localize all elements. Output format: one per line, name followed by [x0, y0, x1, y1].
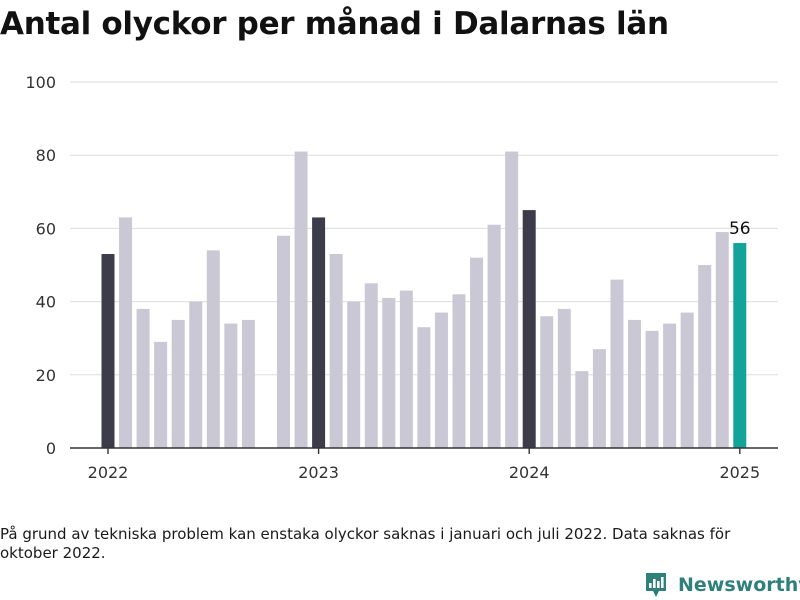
bar-2024-05 [592, 349, 606, 448]
y-tick-label: 80 [36, 146, 56, 165]
bar-2022-07 [206, 250, 220, 448]
gridlines [70, 81, 778, 376]
bar-2024-08 [645, 330, 659, 448]
bar-2024-10 [680, 312, 694, 448]
newsworthy-logo-icon [646, 573, 666, 597]
bar-2024-07 [628, 319, 641, 448]
bar-2023-05 [382, 297, 396, 448]
bar-2024-04 [575, 371, 589, 448]
bar-2024-11 [698, 265, 712, 448]
y-axis-ticks: 0 20 40 60 80 100 [25, 73, 56, 458]
x-tick-label: 2023 [298, 463, 339, 482]
x-tick-label: 2022 [88, 463, 129, 482]
bar-2024-06 [610, 279, 624, 448]
x-tick-label: 2025 [719, 463, 760, 482]
y-tick-label: 60 [36, 219, 56, 238]
bar-2022-02 [119, 217, 133, 448]
bar-2024-02 [540, 316, 554, 448]
bar-2023-10 [470, 257, 484, 448]
brand-name: Newsworthy [678, 574, 800, 596]
bar-2024-12 [715, 232, 729, 448]
footnote: På grund av tekniska problem kan enstaka… [0, 525, 731, 562]
bar-2023-09 [452, 294, 466, 448]
bar-2022-04 [154, 341, 168, 448]
bar-2022-01 [101, 254, 115, 448]
x-tick-label: 2024 [509, 463, 550, 482]
bar-2023-08 [434, 312, 448, 448]
bar-chart: 0 20 40 60 80 100 2022 2023 2024 2025 56 [25, 73, 778, 482]
annotations: 56 [729, 219, 751, 239]
bar-2022-05 [171, 319, 185, 448]
data-label-latest: 56 [729, 219, 751, 239]
bar-2022-06 [189, 301, 203, 448]
bar-2022-12 [294, 151, 308, 448]
x-axis-ticks: 2022 2023 2024 2025 [88, 448, 760, 482]
bar-2023-06 [399, 290, 413, 448]
y-tick-label: 0 [46, 439, 56, 458]
bar-2023-03 [347, 301, 361, 448]
y-tick-label: 20 [36, 366, 56, 385]
bar-2022-09 [241, 319, 255, 448]
bar-2022-11 [277, 235, 290, 448]
bar-2023-07 [417, 327, 431, 448]
bar-2025-01 [733, 243, 747, 448]
bar-2023-12 [505, 151, 519, 448]
brand[interactable]: Newsworthy [644, 570, 800, 600]
bar-2023-01 [312, 217, 326, 448]
bar-2023-04 [364, 283, 378, 448]
bar-2023-02 [329, 254, 343, 448]
bar-2022-03 [136, 308, 150, 448]
page-title: Antal olyckor per månad i Dalarnas län [0, 6, 669, 42]
bar-2023-11 [487, 224, 501, 448]
bars [101, 151, 747, 448]
y-tick-label: 100 [25, 73, 56, 92]
bar-2024-03 [557, 308, 571, 448]
bar-2022-08 [224, 323, 238, 448]
bar-2024-01 [522, 210, 536, 448]
bar-2024-09 [663, 323, 677, 448]
y-tick-label: 40 [36, 293, 56, 312]
